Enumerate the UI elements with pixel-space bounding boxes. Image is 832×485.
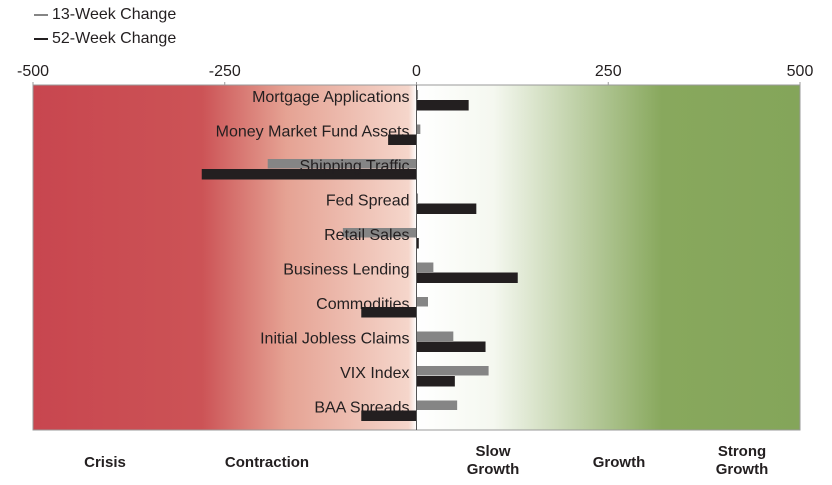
bar	[416, 297, 429, 307]
bar	[416, 90, 419, 100]
x-tick-label: 0	[412, 63, 421, 80]
x-tick-label: -250	[209, 63, 241, 80]
category-label: Mortgage Applications	[252, 89, 409, 106]
bar	[416, 262, 434, 272]
x-tick-label: 250	[595, 63, 622, 80]
bar	[416, 400, 458, 410]
bar	[416, 366, 489, 376]
bar	[416, 272, 518, 283]
bar	[361, 307, 417, 318]
zone-label: Growth	[716, 461, 769, 478]
x-tick-label: 500	[787, 63, 814, 80]
category-label: VIX Index	[340, 365, 409, 382]
zone-label: Crisis	[84, 454, 126, 471]
category-label: Retail Sales	[324, 227, 409, 244]
bar	[201, 169, 417, 180]
bar	[416, 124, 421, 134]
legend-label: 52-Week Change	[52, 30, 176, 47]
bar	[416, 100, 469, 111]
bar	[416, 203, 477, 214]
zone-label: Slow	[475, 443, 510, 460]
bar	[388, 134, 417, 145]
bar	[342, 228, 417, 238]
bar	[416, 341, 486, 352]
bar	[416, 238, 419, 249]
zone-label: Contraction	[225, 454, 309, 471]
category-label: Shipping Traffic	[300, 158, 410, 175]
category-label: Initial Jobless Claims	[260, 331, 409, 348]
bar	[416, 193, 419, 203]
category-label: Business Lending	[283, 262, 409, 279]
zone-label: Growth	[593, 454, 646, 471]
category-label: Commodities	[316, 296, 409, 313]
x-tick-label: -500	[17, 63, 49, 80]
bar	[416, 331, 454, 341]
bar	[267, 159, 417, 169]
zone-label: Strong	[718, 443, 766, 460]
legend-label: 13-Week Change	[52, 6, 176, 23]
category-label: BAA Spreads	[314, 400, 409, 417]
category-label: Money Market Fund Assets	[216, 124, 410, 141]
bar	[361, 410, 417, 421]
zone-label: Growth	[467, 461, 520, 478]
bar	[416, 376, 455, 387]
category-label: Fed Spread	[326, 193, 410, 210]
